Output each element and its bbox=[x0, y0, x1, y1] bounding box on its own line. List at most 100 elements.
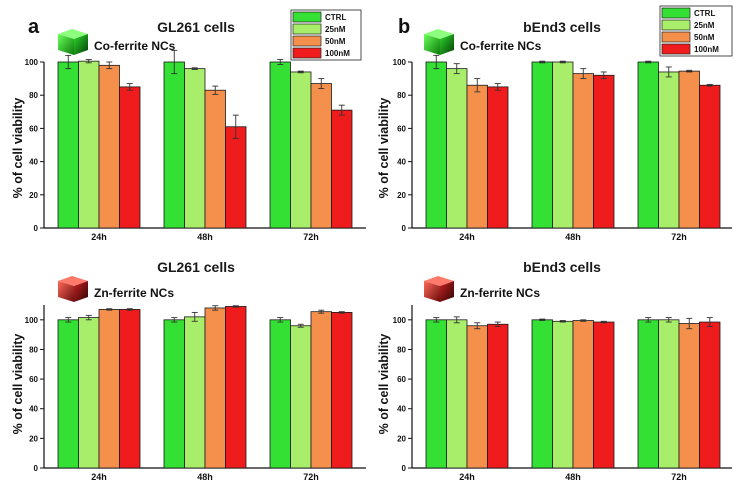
chart-gl261-co-ferrite: GL261 cells % of cell viability Co-ferri… bbox=[11, 19, 366, 242]
bar-48h-50nM bbox=[204, 307, 226, 469]
y-tick-label: 60 bbox=[29, 124, 38, 133]
bar-48h-CTRL bbox=[163, 319, 185, 469]
bar-24h-CTRL bbox=[425, 319, 447, 469]
bar-48h-100nM bbox=[225, 306, 247, 469]
bar-48h-50nM bbox=[572, 73, 594, 229]
green-cube-icon bbox=[58, 29, 88, 55]
bar-72h-CTRL bbox=[269, 61, 291, 229]
legend-swatch-CTRL bbox=[661, 7, 691, 19]
y-tick-label: 60 bbox=[29, 375, 38, 384]
bar-48h-25nM bbox=[184, 316, 206, 469]
bar-24h-100nM bbox=[487, 323, 509, 469]
bar-72h-25nM bbox=[658, 319, 680, 469]
y-axis-label: % of cell viability bbox=[377, 334, 391, 435]
red-cube-icon bbox=[58, 276, 88, 302]
y-tick-label: 20 bbox=[397, 434, 406, 443]
bar-72h-CTRL bbox=[637, 319, 659, 469]
legend-label: 25nM bbox=[694, 21, 715, 30]
y-tick-label: 80 bbox=[29, 345, 38, 354]
x-tick-label: 48h bbox=[565, 472, 581, 482]
y-axis-label: % of cell viability bbox=[11, 98, 25, 199]
bar-24h-25nM bbox=[78, 60, 100, 229]
legend-label: 100nM bbox=[325, 49, 350, 58]
bar-24h-CTRL bbox=[57, 319, 79, 469]
y-tick-label: 20 bbox=[397, 191, 406, 200]
y-tick-label: 100 bbox=[25, 316, 39, 325]
bar-24h-100nM bbox=[119, 86, 141, 229]
bar-48h-25nM bbox=[552, 320, 574, 469]
y-tick-label: 80 bbox=[29, 91, 38, 100]
legend-swatch-100nM bbox=[292, 47, 322, 59]
y-tick-label: 0 bbox=[34, 224, 39, 233]
bar-24h-100nM bbox=[119, 309, 141, 469]
x-tick-label: 24h bbox=[91, 472, 107, 482]
x-tick-label: 72h bbox=[671, 232, 687, 242]
green-cube-icon bbox=[424, 29, 454, 55]
x-tick-label: 72h bbox=[303, 472, 319, 482]
y-tick-label: 0 bbox=[34, 464, 39, 473]
legend-label: 100nM bbox=[694, 45, 719, 54]
y-tick-label: 80 bbox=[397, 91, 406, 100]
legend-swatch-CTRL bbox=[292, 11, 322, 23]
chart-bend3-zn-ferrite: bEnd3 cells % of cell viability Zn-ferri… bbox=[377, 259, 732, 482]
x-tick-label: 72h bbox=[303, 232, 319, 242]
y-tick-label: 40 bbox=[29, 158, 38, 167]
legend-label: 25nM bbox=[325, 25, 346, 34]
chart-title: GL261 cells bbox=[157, 259, 235, 275]
y-tick-label: 20 bbox=[29, 434, 38, 443]
legend-swatch-25nM bbox=[292, 23, 322, 35]
y-tick-label: 40 bbox=[29, 405, 38, 414]
bar-72h-50nM bbox=[678, 323, 700, 469]
y-tick-label: 20 bbox=[29, 191, 38, 200]
bar-72h-CTRL bbox=[269, 319, 291, 469]
bar-24h-50nM bbox=[466, 84, 488, 229]
bar-72h-100nM bbox=[699, 84, 721, 229]
bar-72h-100nM bbox=[699, 321, 721, 469]
legend-swatch-100nM bbox=[661, 43, 691, 55]
bar-48h-100nM bbox=[593, 321, 615, 469]
chart-title: bEnd3 cells bbox=[523, 19, 601, 35]
legend-label: 50nM bbox=[325, 37, 346, 46]
legend-swatch-50nM bbox=[292, 35, 322, 47]
chart-title: bEnd3 cells bbox=[523, 259, 601, 275]
bar-48h-100nM bbox=[225, 126, 247, 229]
legend-b: CTRL 25nM 50nM 100nM bbox=[659, 5, 733, 57]
bar-48h-100nM bbox=[593, 74, 615, 229]
bar-24h-25nM bbox=[446, 68, 468, 229]
x-tick-label: 24h bbox=[91, 232, 107, 242]
bar-24h-CTRL bbox=[57, 61, 79, 229]
chart-subtitle: Zn-ferrite NCs bbox=[94, 286, 174, 300]
bar-72h-25nM bbox=[658, 71, 680, 229]
x-tick-label: 48h bbox=[197, 472, 213, 482]
y-axis-label: % of cell viability bbox=[11, 334, 25, 435]
chart-gl261-zn-ferrite: GL261 cells % of cell viability Zn-ferri… bbox=[11, 259, 366, 482]
bar-24h-50nM bbox=[98, 64, 120, 229]
legend-label: CTRL bbox=[325, 13, 346, 22]
bar-72h-50nM bbox=[310, 83, 332, 229]
y-tick-label: 40 bbox=[397, 405, 406, 414]
y-tick-label: 60 bbox=[397, 124, 406, 133]
chart-bend3-co-ferrite: bEnd3 cells % of cell viability Co-ferri… bbox=[377, 19, 732, 242]
bar-48h-25nM bbox=[552, 61, 574, 229]
bar-48h-25nM bbox=[184, 68, 206, 229]
y-tick-label: 60 bbox=[397, 375, 406, 384]
x-tick-label: 24h bbox=[459, 232, 475, 242]
legend-label: 50nM bbox=[694, 33, 715, 42]
bar-48h-50nM bbox=[204, 89, 226, 229]
bar-24h-50nM bbox=[98, 309, 120, 469]
x-tick-label: 48h bbox=[197, 232, 213, 242]
legend-swatch-50nM bbox=[661, 31, 691, 43]
bar-48h-CTRL bbox=[163, 61, 185, 229]
panel-label-b: b bbox=[398, 16, 410, 38]
y-tick-label: 0 bbox=[402, 224, 407, 233]
bar-72h-50nM bbox=[678, 70, 700, 229]
chart-title: GL261 cells bbox=[157, 19, 235, 35]
bar-24h-50nM bbox=[466, 325, 488, 469]
bar-24h-CTRL bbox=[425, 61, 447, 229]
legend-a: CTRL 25nM 50nM 100nM bbox=[290, 9, 362, 61]
bar-72h-CTRL bbox=[637, 61, 659, 229]
bar-24h-25nM bbox=[78, 317, 100, 469]
y-tick-label: 0 bbox=[402, 464, 407, 473]
bar-24h-25nM bbox=[446, 319, 468, 469]
